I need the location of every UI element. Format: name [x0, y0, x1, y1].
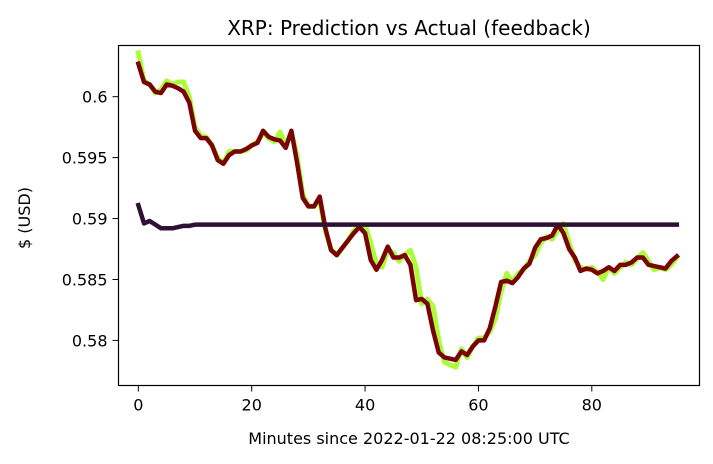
series-line-0: [135, 49, 681, 370]
series-line-2: [135, 202, 680, 231]
series-line-1: [135, 60, 681, 363]
y-tick-label: 0.6: [82, 88, 107, 107]
chart-title: XRP: Prediction vs Actual (feedback): [227, 16, 591, 40]
x-axis-label: Minutes since 2022-01-22 08:25:00 UTC: [248, 429, 569, 448]
x-tick-label: 80: [582, 396, 602, 415]
tick-layer: 0 20 40 60 80 0.58 0.585 0.59 0.595 0.6: [62, 88, 602, 415]
x-tick-label: 40: [355, 396, 375, 415]
y-tick-label: 0.595: [62, 149, 108, 168]
x-tick-label: 60: [468, 396, 488, 415]
x-tick-label: 0: [133, 396, 143, 415]
y-tick-label: 0.59: [72, 210, 108, 229]
y-axis-label: $ (USD): [15, 187, 34, 249]
plot-frame: [117, 44, 701, 387]
y-tick-label: 0.585: [62, 270, 108, 289]
y-tick-label: 0.58: [72, 331, 108, 350]
x-tick-label: 20: [242, 396, 262, 415]
series-layer: [135, 49, 681, 370]
